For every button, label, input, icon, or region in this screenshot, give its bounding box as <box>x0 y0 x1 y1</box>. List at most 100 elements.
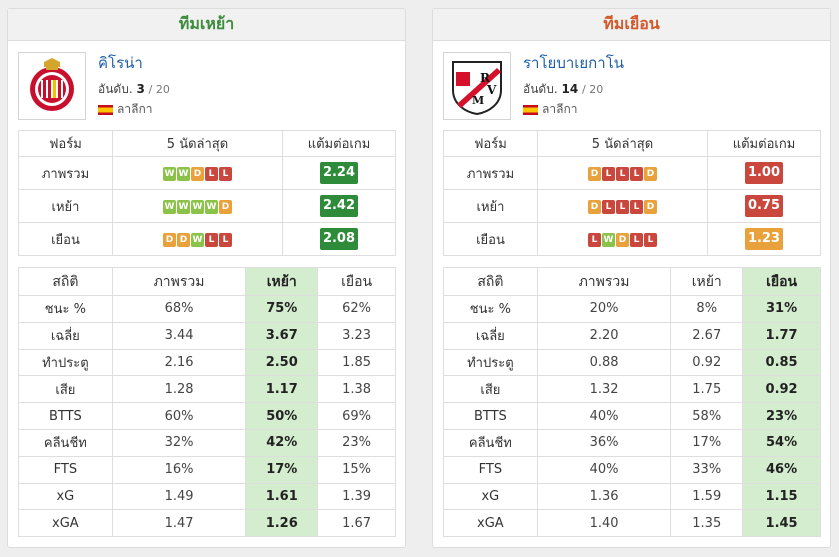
stats-value: 1.49 <box>111 482 247 511</box>
stats-row: BTTS 60% 50% 69% <box>18 402 396 430</box>
form-row-label: เยือน <box>18 222 113 256</box>
ppg-cell: 2.42 <box>282 189 396 223</box>
svg-text:V: V <box>486 83 497 97</box>
stats-row-label: ทำประตู <box>443 348 538 377</box>
stats-value: 69% <box>317 402 396 430</box>
ppg-cell: 2.08 <box>282 222 396 256</box>
form-result-badge: L <box>630 233 643 247</box>
rank-label: อันดับ. <box>98 82 133 96</box>
ppg-badge: 2.42 <box>320 195 358 217</box>
stats-value: 15% <box>317 455 396 484</box>
form-result-badge: L <box>602 167 615 181</box>
stats-value: 1.32 <box>536 375 672 404</box>
form-result-badge: D <box>616 233 629 247</box>
team-info: คิโรน่า อันดับ. 3 / 20 ลาลีกา <box>8 41 405 131</box>
form-result-badge: L <box>630 167 643 181</box>
stats-header-home: เหย้า <box>245 267 319 296</box>
form-result-badge: W <box>177 200 190 214</box>
stats-value: 2.67 <box>670 321 744 350</box>
stats-value: 3.67 <box>245 321 319 350</box>
stats-header-overall: ภาพรวม <box>111 267 247 296</box>
form-result-badge: L <box>630 200 643 214</box>
form-result-badge: L <box>219 167 232 181</box>
stats-header-home: เหย้า <box>670 267 744 296</box>
stats-header-stat: สถิติ <box>18 267 113 296</box>
form-row-label: เหย้า <box>443 189 538 223</box>
stats-value: 0.88 <box>536 348 672 377</box>
form-row-label: เยือน <box>443 222 538 256</box>
rank-total: / 20 <box>582 83 604 96</box>
stats-value: 75% <box>245 295 319 323</box>
form-result-badge: D <box>644 167 657 181</box>
team-logo[interactable]: R V M <box>443 52 511 120</box>
form-result-badge: L <box>644 233 657 247</box>
spain-flag-icon <box>523 104 538 115</box>
stats-row: BTTS 40% 58% 23% <box>443 402 821 430</box>
stats-row-label: FTS <box>18 455 113 484</box>
stats-value: 42% <box>245 428 319 457</box>
stats-row: xG 1.36 1.59 1.15 <box>443 482 821 511</box>
stats-value: 60% <box>111 402 247 430</box>
stats-value: 46% <box>742 455 821 484</box>
form-result-badge: L <box>616 167 629 181</box>
stats-value: 2.16 <box>111 348 247 377</box>
ppg-cell: 0.75 <box>707 189 821 223</box>
stats-row: FTS 16% 17% 15% <box>18 455 396 484</box>
form-result-badge: W <box>602 233 615 247</box>
ppg-badge: 2.08 <box>320 228 358 250</box>
stats-row-label: ทำประตู <box>18 348 113 377</box>
team-logo[interactable] <box>18 52 86 120</box>
stats-row: เฉลี่ย 2.20 2.67 1.77 <box>443 321 821 350</box>
home-team-panel: ทีมเหย้า คิโรน่า อันดับ. 3 / 20 ล <box>7 8 406 548</box>
form-result-badge: D <box>177 233 190 247</box>
stats-value: 17% <box>670 428 744 457</box>
stats-value: 3.23 <box>317 321 396 350</box>
stats-row: ชนะ % 68% 75% 62% <box>18 295 396 323</box>
stats-table: สถิติ ภาพรวม เหย้า เยือน ชนะ % 68% 75% 62% เ… <box>18 267 396 538</box>
form-row-label: ภาพรวม <box>18 156 113 190</box>
league-link[interactable]: ลาลีกา <box>98 100 152 119</box>
league-link[interactable]: ลาลีกา <box>523 100 577 119</box>
rayo-vallecano-crest-icon: R V M <box>452 61 502 116</box>
stats-value: 2.50 <box>245 348 319 377</box>
stats-value: 0.92 <box>670 348 744 377</box>
stats-value: 40% <box>536 402 672 430</box>
stats-value: 16% <box>111 455 247 484</box>
stats-row-label: คลีนชีท <box>443 428 538 457</box>
team-name-link[interactable]: คิโรน่า <box>98 54 143 72</box>
stats-value: 40% <box>536 455 672 484</box>
stats-value: 1.77 <box>742 321 821 350</box>
stats-row-label: เฉลี่ย <box>18 321 113 350</box>
rank-label: อันดับ. <box>523 82 558 96</box>
stats-value: 1.61 <box>245 482 319 511</box>
stats-value: 20% <box>536 295 672 323</box>
svg-text:R: R <box>480 71 491 85</box>
stats-row-label: xG <box>443 482 538 511</box>
form-result-badge: W <box>163 167 176 181</box>
form-result-badge: L <box>219 233 232 247</box>
form-result-badge: D <box>219 200 232 214</box>
stats-header-away: เยือน <box>317 267 396 296</box>
stats-row-label: เสีย <box>18 375 113 404</box>
ppg-badge: 0.75 <box>745 195 783 217</box>
stats-value: 1.28 <box>111 375 247 404</box>
stats-value: 0.85 <box>742 348 821 377</box>
stats-value: 32% <box>111 428 247 457</box>
ppg-cell: 1.00 <box>707 156 821 190</box>
team-name-link[interactable]: ราโยบาเยกาโน <box>523 54 625 72</box>
form-result-badge: L <box>602 200 615 214</box>
stats-value: 33% <box>670 455 744 484</box>
stats-row: xGA 1.47 1.26 1.67 <box>18 509 396 538</box>
stats-row-label: ชนะ % <box>18 295 113 323</box>
form-header-last5: 5 นัดล่าสุด <box>537 130 708 157</box>
form-result-badge: L <box>616 200 629 214</box>
stats-value: 1.38 <box>317 375 396 404</box>
stats-value: 1.17 <box>245 375 319 404</box>
stats-row-label: FTS <box>443 455 538 484</box>
stats-value: 58% <box>670 402 744 430</box>
